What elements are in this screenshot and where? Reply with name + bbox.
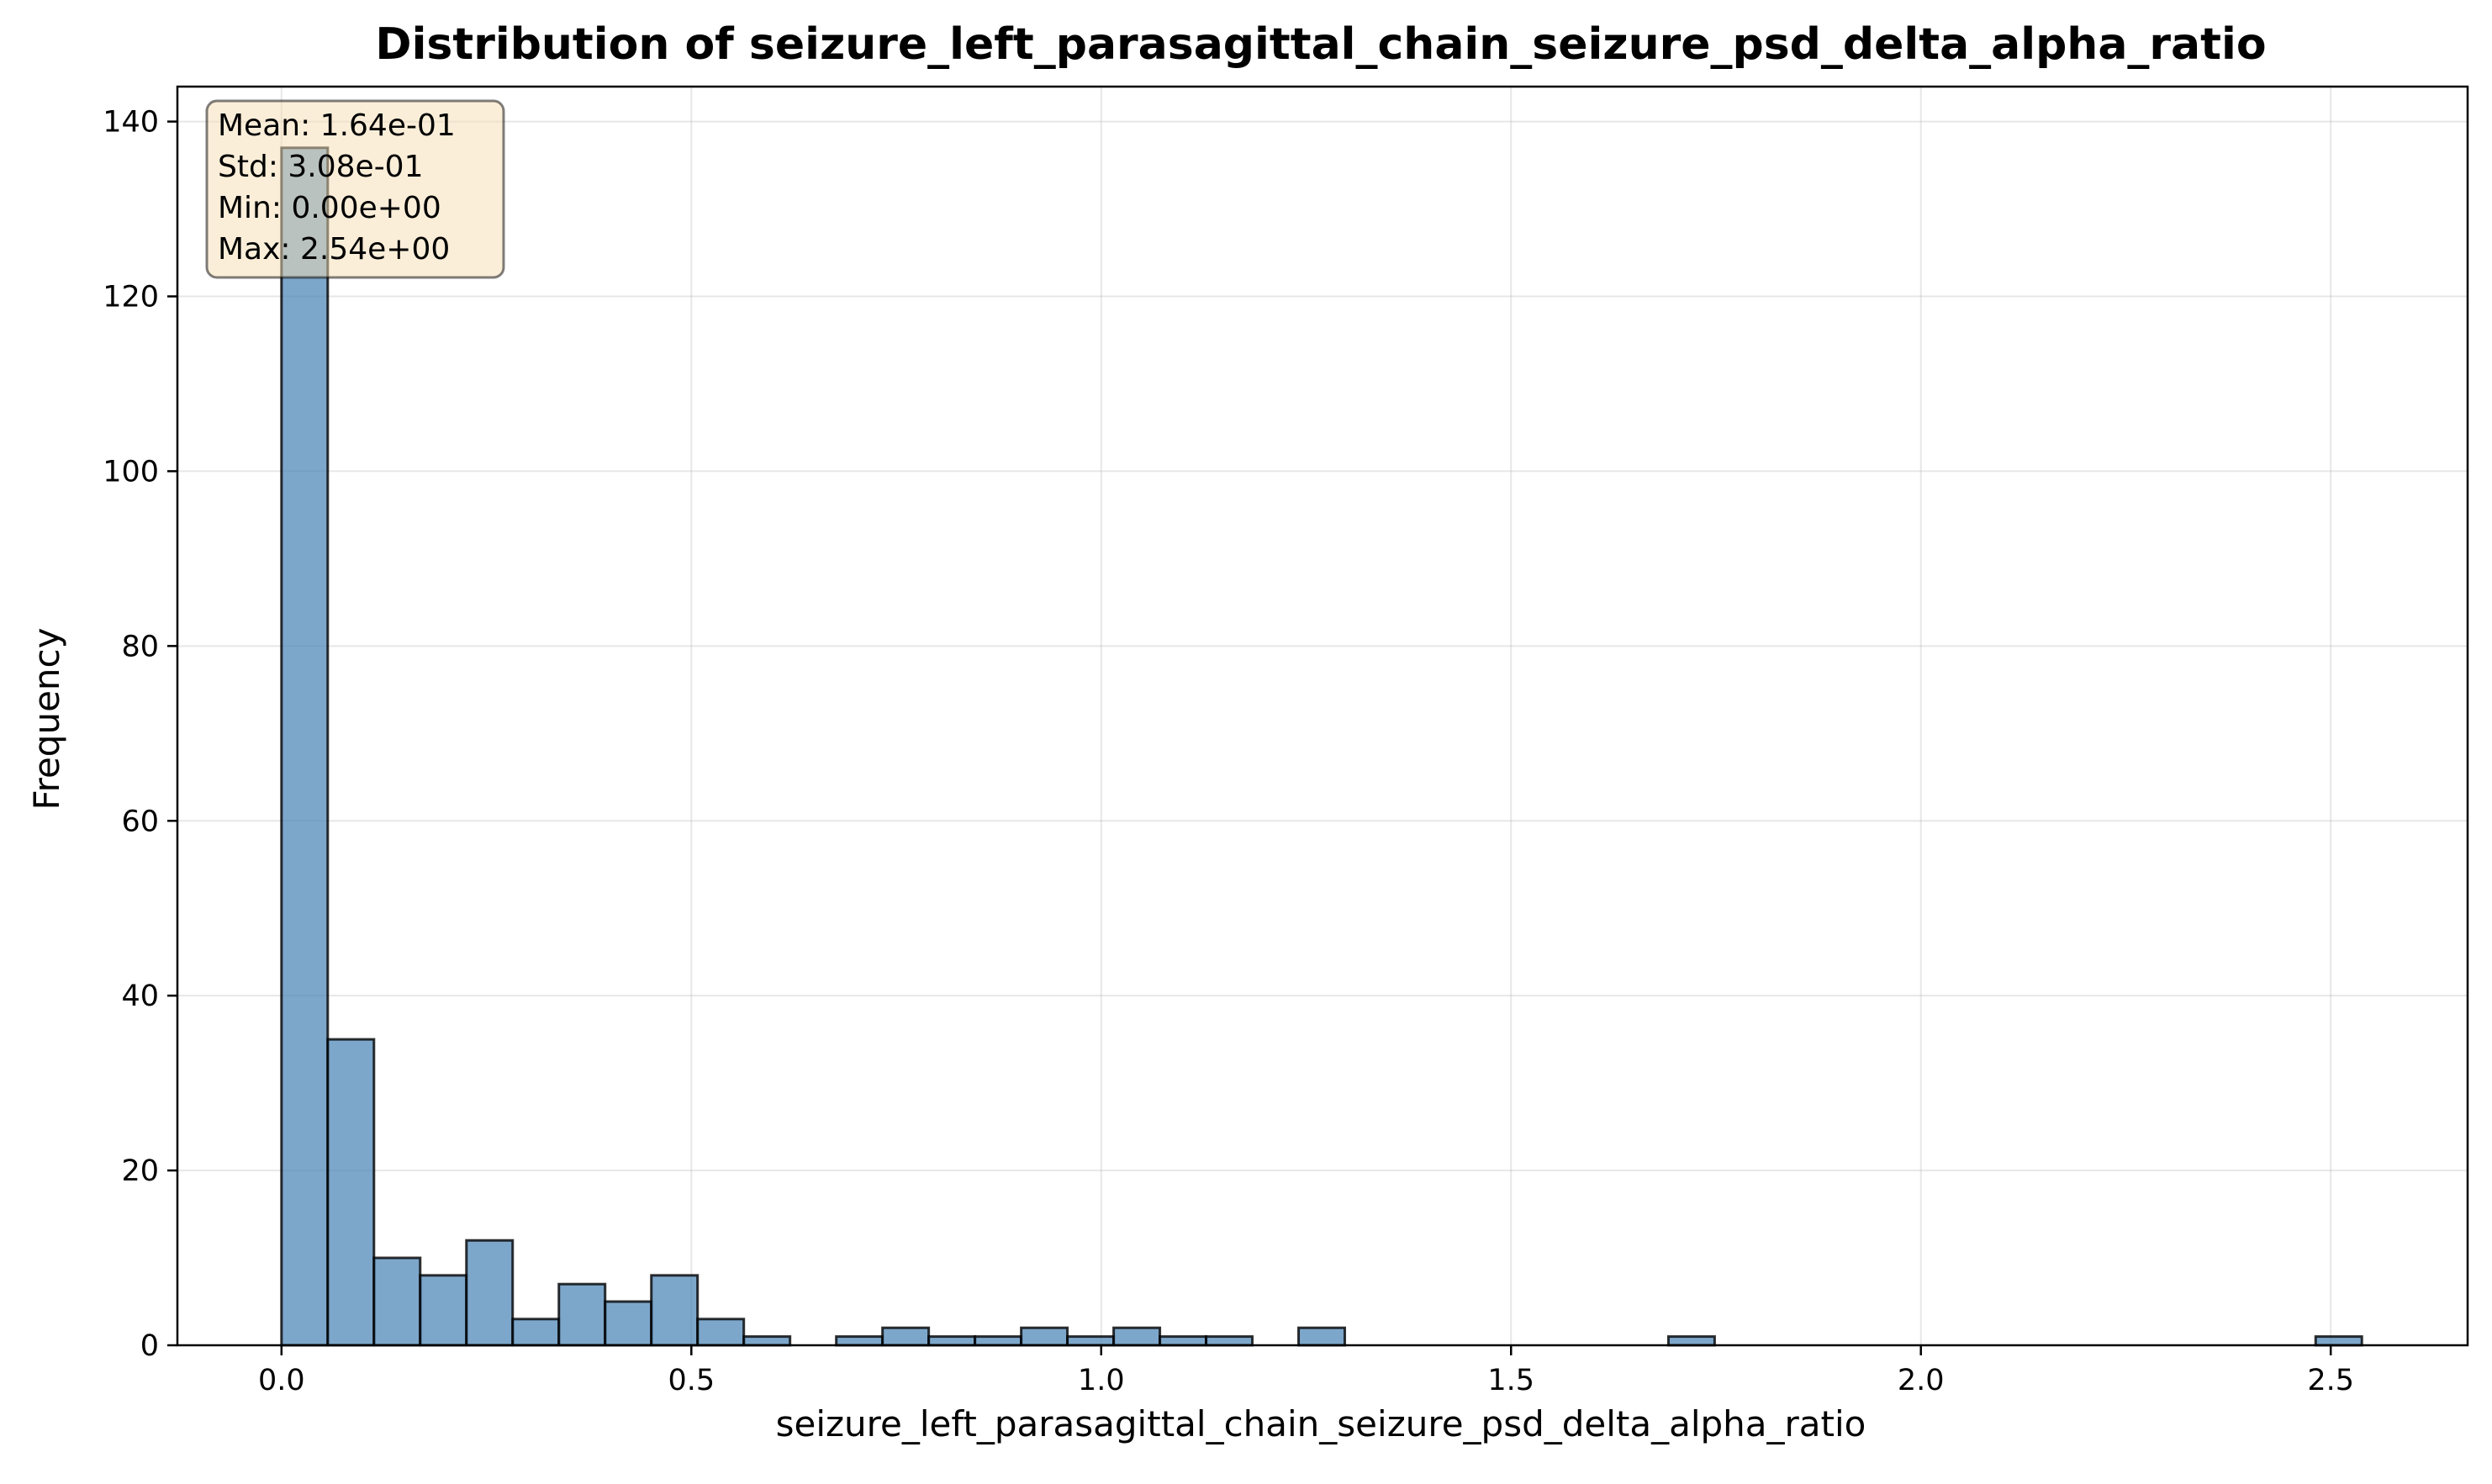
stats-std: Std: 3.08e-01 (218, 150, 424, 184)
histogram-bar (511, 1318, 561, 1347)
plot-frame (176, 85, 2469, 1347)
x-tick-label: 2.5 (2307, 1364, 2354, 1397)
histogram-bar (280, 146, 330, 1347)
histogram-bar (974, 1335, 1023, 1347)
stats-box: Mean: 1.64e-01 Std: 3.08e-01 Min: 0.00e+… (205, 99, 505, 279)
histogram-bar (742, 1335, 792, 1347)
histogram-bar (557, 1282, 607, 1347)
stats-box-background (205, 99, 505, 279)
histogram-bar (372, 1256, 422, 1347)
histogram-bar (465, 1238, 515, 1347)
histogram-bar (1159, 1335, 1208, 1347)
histogram-bars (280, 146, 2363, 1347)
x-tick-label: 0.0 (258, 1364, 305, 1397)
histogram-bar (1112, 1326, 1162, 1347)
x-axis-ticks: 0.0 0.5 1.0 1.5 2.0 2.5 (258, 1345, 2354, 1397)
histogram-bar (927, 1335, 977, 1347)
y-tick-label: 40 (121, 980, 159, 1013)
y-tick-label: 140 (103, 106, 159, 140)
grid-lines (177, 87, 2468, 1346)
y-tick-label: 60 (121, 805, 159, 838)
histogram-bar (835, 1335, 884, 1347)
x-tick-label: 1.5 (1487, 1364, 1534, 1397)
y-tick-label: 100 (103, 455, 159, 489)
chart-title: Distribution of seizure_left_parasagitta… (375, 19, 2266, 70)
histogram-bar (604, 1300, 653, 1347)
histogram-bar (326, 1038, 376, 1347)
x-tick-label: 0.5 (668, 1364, 715, 1397)
histogram-bar (1066, 1335, 1116, 1347)
histogram-bar (881, 1326, 931, 1347)
histogram-bar (696, 1318, 746, 1347)
histogram-bar (1020, 1326, 1069, 1347)
x-tick-label: 1.0 (1078, 1364, 1125, 1397)
y-tick-label: 80 (121, 630, 159, 663)
y-axis-label: Frequency (26, 628, 67, 811)
stats-max: Max: 2.54e+00 (218, 232, 450, 267)
histogram-bar (650, 1274, 700, 1347)
stats-min: Min: 0.00e+00 (218, 191, 441, 225)
histogram-bar (2314, 1335, 2363, 1347)
y-tick-label: 0 (140, 1329, 159, 1363)
histogram-bar (419, 1274, 468, 1347)
x-tick-label: 2.0 (1898, 1364, 1945, 1397)
x-axis-label: seizure_left_parasagittal_chain_seizure_… (776, 1403, 1866, 1444)
y-axis-ticks: 0 20 40 60 80 100 120 140 (103, 106, 177, 1363)
y-tick-label: 20 (121, 1154, 159, 1188)
y-tick-label: 120 (103, 281, 159, 314)
histogram-bar (1666, 1335, 1716, 1347)
histogram-bar (1205, 1335, 1254, 1347)
histogram-bar (1297, 1326, 1347, 1347)
stats-mean: Mean: 1.64e-01 (218, 108, 456, 143)
